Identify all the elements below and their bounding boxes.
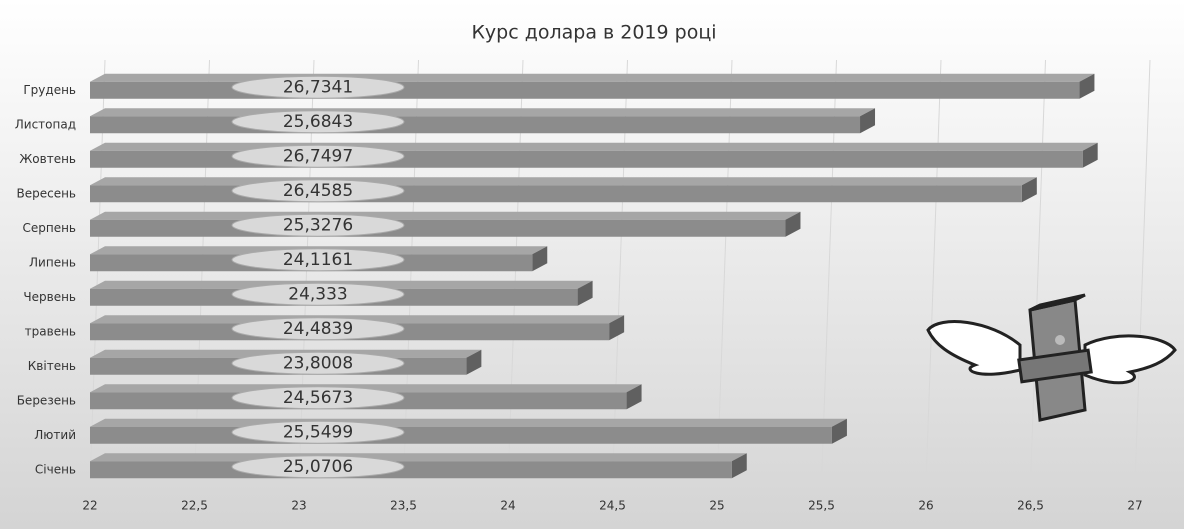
grid-line — [1030, 59, 1046, 485]
bar-side — [532, 246, 548, 272]
x-tick-label: 22,5 — [181, 499, 208, 513]
bar-side — [466, 349, 482, 375]
y-tick-label: Серпень — [22, 221, 76, 235]
bar — [90, 461, 732, 479]
data-label: 26,7341 — [283, 77, 353, 97]
bar-side — [626, 384, 642, 410]
x-tick-label: 23 — [291, 499, 306, 513]
grid-line — [1134, 59, 1151, 485]
data-label: 25,5499 — [283, 422, 353, 442]
data-label-bg — [231, 144, 405, 168]
data-label: 24,333 — [288, 284, 347, 304]
data-label: 24,4839 — [283, 319, 353, 339]
x-tick-label: 23,5 — [390, 499, 417, 513]
data-label-bg — [231, 386, 405, 410]
data-label: 24,5673 — [283, 388, 353, 408]
y-tick-label: Квітень — [28, 359, 76, 373]
data-label: 26,4585 — [283, 181, 353, 201]
bar-side — [1082, 142, 1098, 168]
y-tick-label: Січень — [35, 462, 76, 476]
x-tick-label: 24 — [500, 499, 515, 513]
x-tick-label: 26 — [918, 499, 933, 513]
y-tick-label: Листопад — [15, 117, 76, 131]
y-tick-label: травень — [25, 324, 76, 338]
bar-side — [831, 418, 847, 444]
x-tick-label: 25 — [709, 499, 724, 513]
y-tick-label: Грудень — [23, 83, 76, 97]
bar — [90, 426, 832, 444]
bar-top — [90, 142, 1098, 151]
bar — [90, 185, 1022, 203]
chart-title: Курс долара в 2019 році — [471, 22, 716, 44]
data-label-bg — [231, 75, 405, 99]
bar — [90, 116, 861, 134]
y-tick-label: Жовтень — [19, 152, 76, 166]
x-tick-label: 27 — [1127, 499, 1142, 513]
data-label-bg — [231, 179, 405, 203]
x-tick-label: 24,5 — [599, 499, 626, 513]
data-label: 26,7497 — [283, 146, 353, 166]
y-tick-label: Березень — [17, 393, 76, 407]
data-label-bg — [231, 110, 405, 134]
bar-top — [90, 108, 876, 117]
y-tick-label: Червень — [23, 290, 76, 304]
data-label: 25,6843 — [283, 112, 353, 132]
bar-side — [1079, 73, 1095, 99]
bar-side — [1021, 177, 1037, 203]
data-label-bg — [231, 317, 405, 341]
bar-top — [90, 211, 801, 220]
y-tick-label: Липень — [29, 255, 76, 269]
data-label: 23,8008 — [283, 353, 353, 373]
grid-line — [925, 59, 942, 485]
data-label-bg — [231, 282, 405, 306]
bar — [90, 219, 786, 237]
x-tick-label: 22 — [82, 499, 97, 513]
data-label: 24,1161 — [283, 250, 353, 270]
x-tick-label: 25,5 — [808, 499, 835, 513]
money-illustration — [926, 293, 1177, 422]
data-label: 25,0706 — [283, 457, 353, 477]
bar-top — [90, 73, 1095, 82]
data-label-bg — [231, 248, 405, 272]
bar-side — [609, 315, 625, 341]
bar-side — [785, 211, 801, 237]
data-label: 25,3276 — [283, 215, 353, 235]
bar-side — [731, 453, 747, 479]
data-label-bg — [231, 351, 405, 375]
data-label-bg — [231, 455, 405, 479]
bar-top — [90, 418, 847, 427]
bar-side — [860, 108, 876, 134]
data-label-bg — [231, 213, 405, 237]
bar-side — [577, 280, 593, 306]
y-tick-label: Лютий — [34, 428, 76, 442]
bar-top — [90, 453, 747, 462]
x-tick-label: 26,5 — [1017, 499, 1044, 513]
data-label-bg — [231, 420, 405, 444]
y-tick-label: Вересень — [16, 186, 76, 200]
bar-top — [90, 177, 1037, 186]
